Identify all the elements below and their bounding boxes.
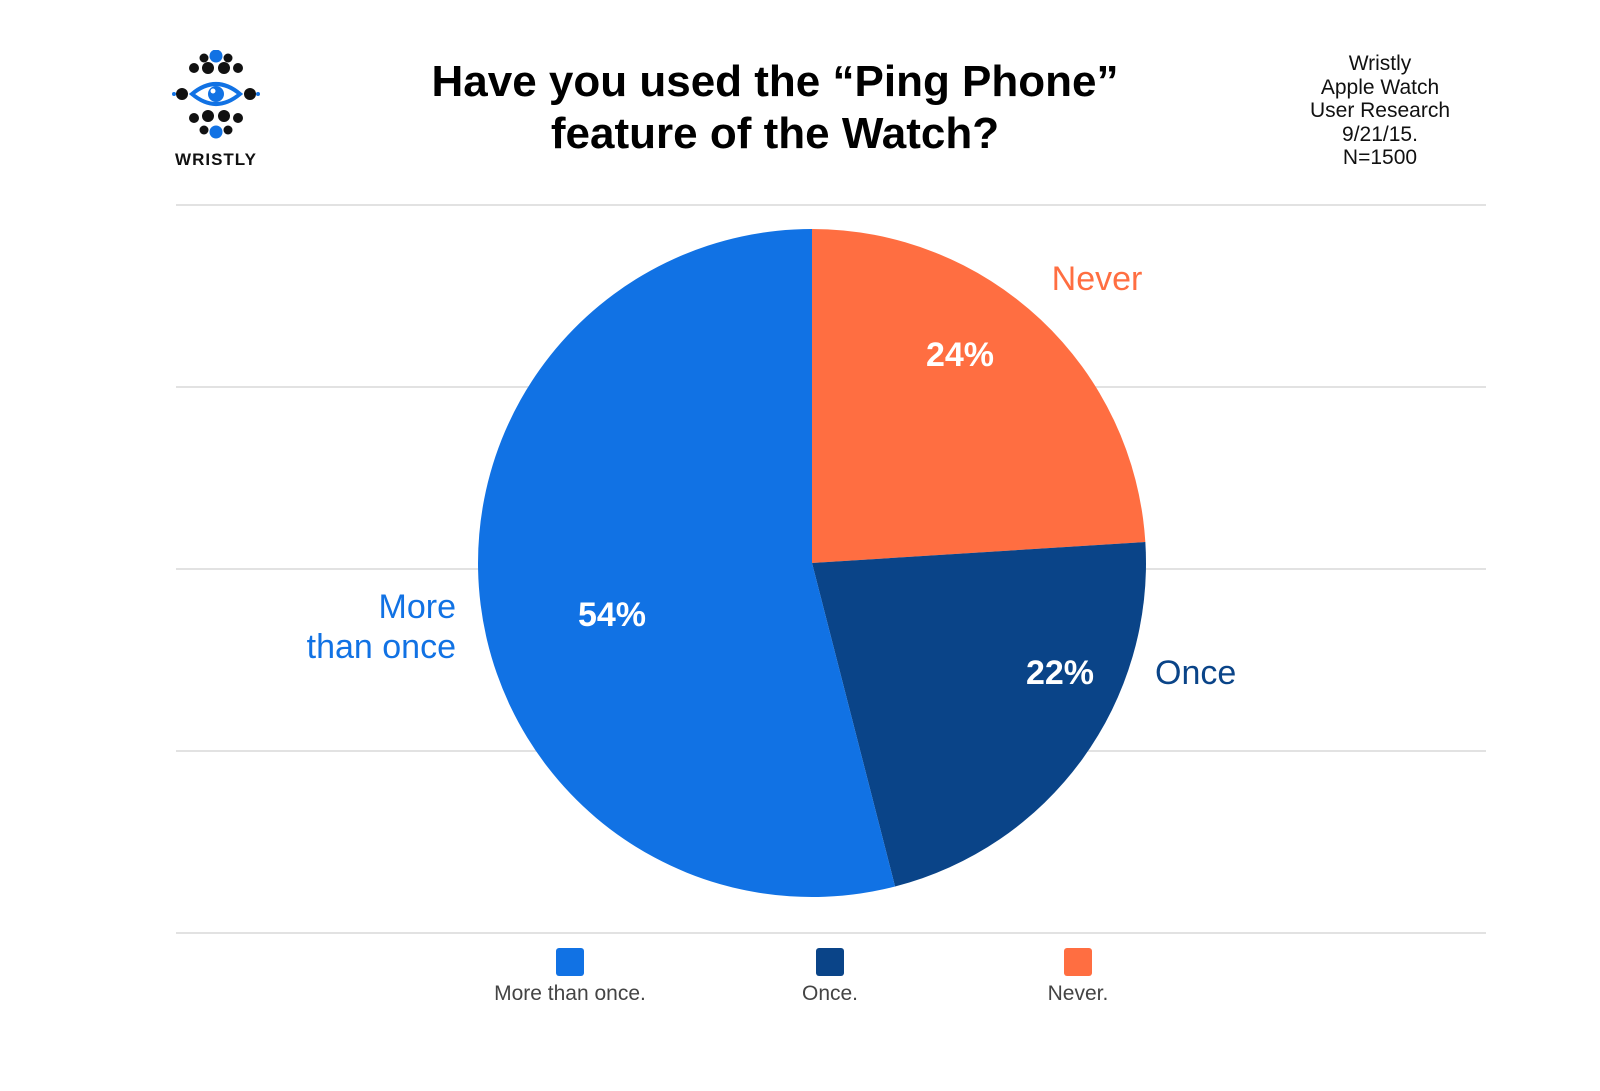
logo-text: WRISTLY [175,150,257,169]
outer-label-more-line-1: More [379,588,456,626]
logo-dot-10 [172,92,176,96]
pie-slices [478,229,1146,897]
logo-dot-18 [223,125,233,135]
logo-dots [172,50,260,139]
legend-item-never: Never. [968,948,1188,1006]
logo-dot-5 [202,62,214,74]
legend-label-more-than-once: More than once. [494,982,646,1005]
pie-slice-more-than-once [478,229,896,897]
logo-dot-16 [199,125,209,135]
slice-label-once: 22% [1026,654,1094,692]
logo-dot-4 [189,63,199,73]
legend-swatch-once [816,948,844,976]
logo-dot-2 [209,50,223,63]
logo-pupil-glint [210,88,216,94]
wristly-logo-icon [172,50,260,139]
logo-dot-7 [233,63,243,73]
legend-swatch-more-than-once [556,948,584,976]
outer-label-once: Once [1155,654,1236,692]
slice-label-never: 24% [926,336,994,374]
legend-item-once: Once. [720,948,940,1006]
chart-title-line-2: feature of the Watch? [550,109,1000,158]
legend-label-once: Once. [801,982,859,1005]
meta-line-2: Apple Watch [1320,75,1440,99]
logo-dot-12 [189,113,199,123]
logo-dot-13 [202,110,214,122]
meta-line-5: N=1500 [1342,146,1418,169]
logo-dot-15 [233,113,243,123]
logo-dot-17 [209,125,223,139]
outer-label-more-line-2: than once [307,628,456,666]
chart-title: Have you used the “Ping Phone” feature o… [380,56,1170,160]
research-meta: Wristly Apple Watch User Research 9/21/1… [1295,52,1465,170]
pie-slice-once [812,542,1146,887]
outer-label-never: Never [1052,260,1143,298]
meta-line-1: Wristly [1348,52,1412,75]
meta-line-4: 9/21/15. [1342,122,1418,146]
logo-dot-14 [218,110,230,122]
chart-title-line-1: Have you used the “Ping Phone” [431,57,1119,106]
logo-dot-8 [176,88,188,100]
logo-dot-3 [223,53,233,63]
legend-item-more-than-once: More than once. [460,948,680,1006]
logo-dot-1 [199,53,209,63]
logo-dot-11 [256,92,260,96]
logo-dot-6 [218,62,230,74]
legend-swatch-never [1064,948,1092,976]
slice-label-more-than-once: 54% [578,596,646,634]
pie-slice-never [812,229,1146,563]
meta-line-3: User Research [1309,99,1451,122]
legend-label-never: Never. [1047,982,1109,1005]
logo-dot-9 [244,88,256,100]
